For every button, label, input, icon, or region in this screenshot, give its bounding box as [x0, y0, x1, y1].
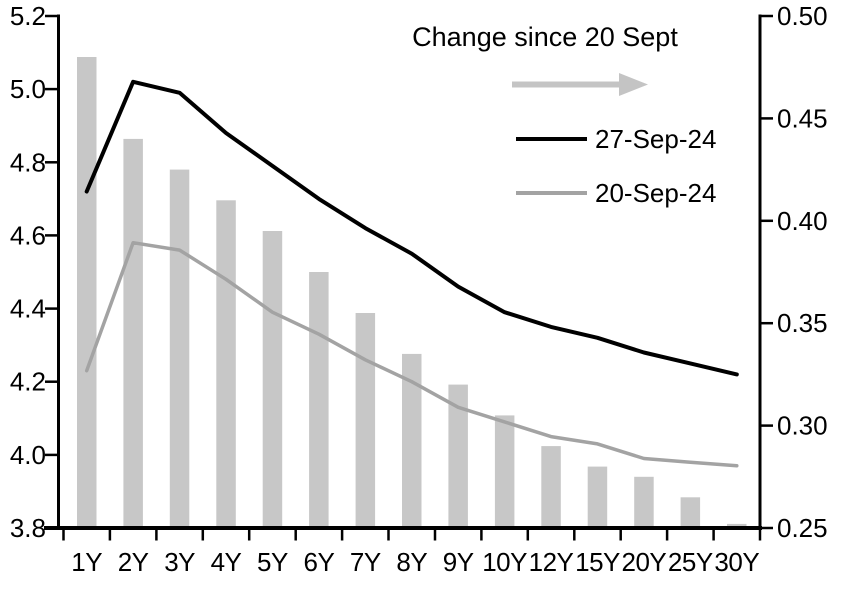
bar-2Y [123, 138, 143, 528]
x-axis-label-7Y: 7Y [350, 547, 381, 577]
x-axis-label-9Y: 9Y [443, 547, 474, 577]
legend-entry-27-sep-24: 27-Sep-24 [516, 126, 716, 152]
x-axis-label-5Y: 5Y [257, 547, 288, 577]
bar-20Y [634, 476, 654, 528]
right-arrow-icon [512, 73, 648, 96]
left-axis-tick-label: 3.8 [10, 513, 46, 543]
bar-8Y [402, 353, 422, 528]
legend-label-27-sep-24: 27-Sep-24 [595, 124, 717, 154]
bar-25Y [680, 497, 701, 528]
x-axis-label-3Y: 3Y [164, 547, 195, 577]
x-axis-label-2Y: 2Y [118, 547, 149, 577]
bar-30Y [727, 523, 747, 528]
bar-6Y [309, 272, 329, 528]
x-axis-label-1Y: 1Y [71, 547, 102, 577]
right-axis-tick-label: 0.40 [777, 206, 828, 236]
x-axis-label-4Y: 4Y [211, 547, 242, 577]
right-axis-tick-label: 0.50 [777, 1, 828, 31]
line-series-27-sep-24 [84, 79, 739, 377]
left-axis-tick-label: 4.2 [10, 367, 46, 397]
left-axis-tick-label: 5.2 [10, 1, 46, 31]
bar-7Y [355, 313, 376, 528]
right-axis-tick-label: 0.35 [777, 308, 828, 338]
legend-title: Change since 20 Sept [412, 22, 678, 52]
left-axis-tick-label: 4.8 [10, 147, 46, 177]
x-axis-label-8Y: 8Y [396, 547, 427, 577]
line-series-20-sep-24 [84, 240, 739, 468]
legend-label-20-sep-24: 20-Sep-24 [595, 178, 717, 208]
x-axis-label-25Y: 25Y [668, 547, 713, 577]
bar-12Y [541, 446, 561, 528]
x-axis-label-15Y: 15Y [575, 547, 620, 577]
x-axis-label-6Y: 6Y [303, 547, 334, 577]
bar-5Y [262, 231, 283, 528]
bar-3Y [169, 169, 190, 528]
left-axis-tick-label: 5.0 [10, 74, 46, 104]
line-swatch-20-sep-24 [516, 191, 587, 195]
right-axis-tick-label: 0.45 [777, 103, 828, 133]
right-axis-tick-label: 0.30 [777, 411, 828, 441]
legend-entry-20-sep-24: 20-Sep-24 [516, 180, 716, 206]
line-swatch-27-sep-24 [516, 137, 587, 141]
x-axis-label-30Y: 30Y [714, 547, 759, 577]
left-axis-tick-label: 4.0 [10, 440, 46, 470]
bar-10Y [494, 415, 515, 528]
left-axis-tick-label: 4.4 [10, 294, 46, 324]
left-axis-tick-label: 4.6 [10, 220, 46, 250]
x-axis-label-20Y: 20Y [622, 547, 667, 577]
bar-1Y [77, 57, 97, 528]
x-axis-label-12Y: 12Y [529, 547, 574, 577]
right-axis-tick-label: 0.25 [777, 513, 828, 543]
bar-4Y [216, 200, 236, 529]
x-axis-label-10Y: 10Y [482, 547, 527, 577]
bar-9Y [448, 384, 468, 528]
bar-15Y [587, 466, 608, 528]
